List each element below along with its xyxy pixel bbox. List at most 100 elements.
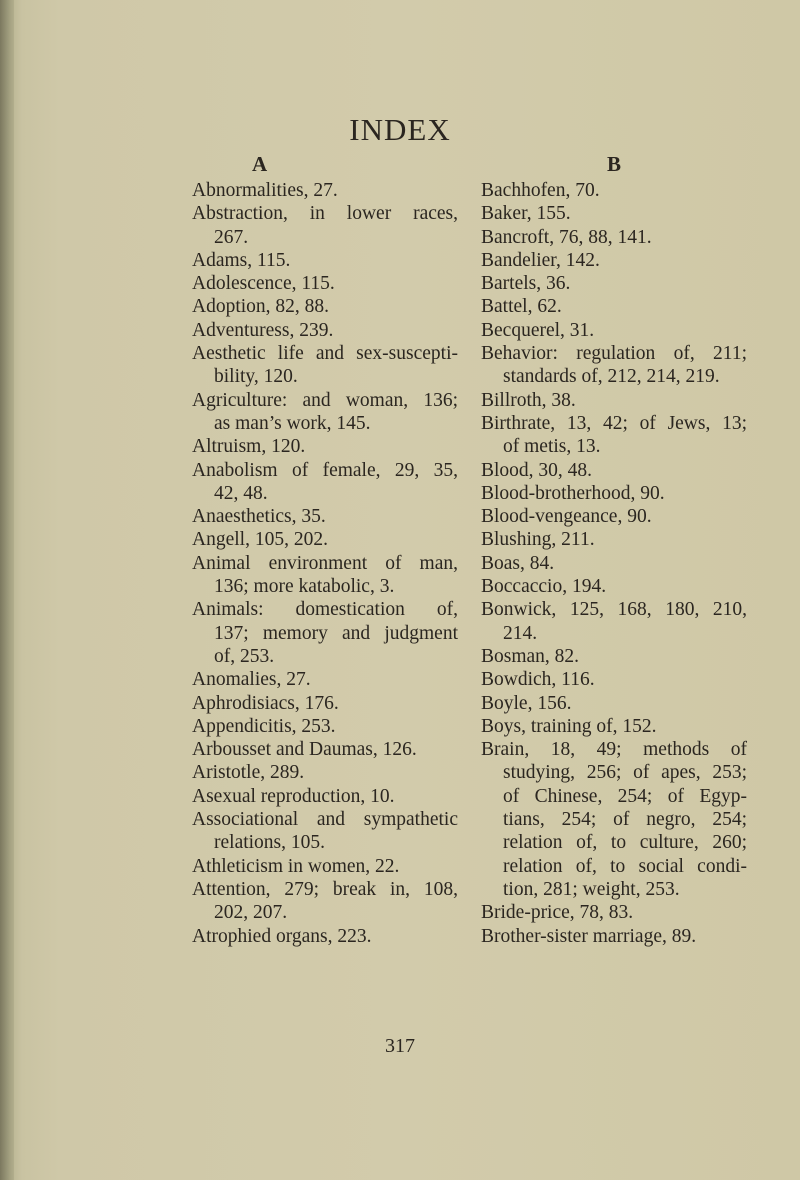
index-entry-line: Billroth, 38. bbox=[481, 389, 576, 411]
index-entry-line: Bachhofen, 70. bbox=[481, 180, 600, 201]
index-entry: Boys, training of, 152. bbox=[481, 715, 747, 738]
index-entry-line: Aphrodisiacs, 176. bbox=[192, 692, 339, 714]
index-entry: Associational and sympathetic relations, … bbox=[192, 808, 458, 855]
index-entry-continuation: tians, 254; of negro, 254; bbox=[503, 809, 747, 831]
index-entry-line: Bride-price, 78, 83. bbox=[481, 902, 634, 924]
index-entry-line: Animals: domestication of, bbox=[192, 599, 458, 621]
index-entry-continuation: studying, 256; of apes, 253; bbox=[503, 762, 747, 784]
index-entry-line: Boccaccio, 194. bbox=[481, 576, 607, 598]
index-entry-line: Appendicitis, 253. bbox=[192, 715, 336, 737]
index-entry-continuation: 136; more katabolic, 3. bbox=[214, 576, 395, 598]
index-entry: Billroth, 38. bbox=[481, 389, 747, 412]
index-entry-line: Associational and sympathetic bbox=[192, 809, 458, 831]
index-entry: Adventuress, 239. bbox=[192, 319, 458, 342]
index-entry-continuation: standards of, 212, 214, 219. bbox=[503, 366, 720, 388]
index-entry: Asexual reproduction, 10. bbox=[192, 785, 458, 808]
index-entry-continuation: 42, 48. bbox=[214, 482, 268, 504]
index-entry-line: Bosman, 82. bbox=[481, 645, 580, 667]
index-entry-line: Abstraction, in lower races, bbox=[192, 203, 458, 225]
index-entry-line: Blood-brotherhood, 90. bbox=[481, 482, 665, 504]
index-entry: Atrophied organs, 223. bbox=[192, 925, 458, 948]
index-entry: Aristotle, 289. bbox=[192, 761, 458, 784]
index-entry-line: Bancroft, 76, 88, 141. bbox=[481, 226, 652, 248]
index-entry: Blushing, 211. bbox=[481, 528, 747, 551]
index-entry: Abstraction, in lower races, 267. bbox=[192, 202, 458, 249]
index-entry-continuation: of, 253. bbox=[214, 645, 275, 667]
index-entry-continuation: bility, 120. bbox=[214, 366, 298, 388]
index-entry: Bartels, 36. bbox=[481, 272, 747, 295]
index-entry-line: Altruism, 120. bbox=[192, 436, 306, 458]
index-entry-line: Bowdich, 116. bbox=[481, 669, 595, 691]
index-entry: Adoption, 82, 88. bbox=[192, 295, 458, 318]
index-entry-line: Angell, 105, 202. bbox=[192, 529, 328, 551]
index-entry: Animal environment of man, 136; more kata… bbox=[192, 552, 458, 599]
index-entry-continuation: 202, 207. bbox=[214, 902, 288, 924]
index-entry-line: Boys, training of, 152. bbox=[481, 715, 657, 737]
index-entry: Aesthetic life and sex-suscepti-bility, … bbox=[192, 342, 458, 389]
index-entry-line: Agriculture: and woman, 136; bbox=[192, 389, 458, 411]
index-entry: Birthrate, 13, 42; of Jews, 13; of metis,… bbox=[481, 412, 747, 459]
index-entry-continuation: 137; memory and judgment bbox=[214, 622, 458, 644]
index-entry-line: Aesthetic life and sex-suscepti- bbox=[192, 343, 458, 365]
index-entry-line: Anabolism of female, 29, 35, bbox=[192, 459, 458, 481]
index-entry-line: Adams, 115. bbox=[192, 249, 291, 271]
index-entry-continuation: 267. bbox=[214, 226, 249, 248]
index-entry: Baker, 155. bbox=[481, 202, 747, 225]
index-entry: Bosman, 82. bbox=[481, 645, 747, 668]
index-entry: Adams, 115. bbox=[192, 249, 458, 272]
index-entry-line: Adventuress, 239. bbox=[192, 319, 334, 341]
index-entry: Brain, 18, 49; methods of studying, 256; … bbox=[481, 738, 747, 901]
index-entry: Anaesthetics, 35. bbox=[192, 505, 458, 528]
index-entry-line: Blood, 30, 48. bbox=[481, 459, 593, 481]
index-entry-line: Bandelier, 142. bbox=[481, 249, 600, 271]
index-entry-line: Boyle, 156. bbox=[481, 692, 572, 714]
index-entry: Abnormalities, 27. bbox=[192, 179, 458, 202]
index-entry-continuation: relation of, to social condi- bbox=[503, 855, 747, 877]
index-entry-line: Boas, 84. bbox=[481, 552, 555, 574]
index-entry: Angell, 105, 202. bbox=[192, 528, 458, 551]
index-entry-line: Behavior: regulation of, 211; bbox=[481, 343, 747, 365]
index-entry: Battel, 62. bbox=[481, 295, 747, 318]
index-entry-line: Arbousset and Daumas, 126. bbox=[192, 739, 417, 761]
section-letter-a: A bbox=[252, 152, 268, 176]
index-entry-line: Animal environment of man, bbox=[192, 552, 458, 574]
index-entry: Athleticism in women, 22. bbox=[192, 855, 458, 878]
index-entry-line: Adoption, 82, 88. bbox=[192, 296, 330, 318]
index-entry: Animals: domestication of, 137; memory an… bbox=[192, 598, 458, 668]
index-entry-line: Abnormalities, 27. bbox=[192, 180, 338, 201]
index-entry: Boccaccio, 194. bbox=[481, 575, 747, 598]
index-entry: Arbousset and Daumas, 126. bbox=[192, 738, 458, 761]
index-entry-line: Birthrate, 13, 42; of Jews, 13; bbox=[481, 412, 747, 434]
index-entry: Attention, 279; break in, 108, 202, 207. bbox=[192, 878, 458, 925]
index-entry: Blood, 30, 48. bbox=[481, 459, 747, 482]
section-letter-b: B bbox=[607, 152, 622, 176]
index-entry: Behavior: regulation of, 211; standards o… bbox=[481, 342, 747, 389]
index-entry: Bancroft, 76, 88, 141. bbox=[481, 226, 747, 249]
index-entry: Aphrodisiacs, 176. bbox=[192, 692, 458, 715]
index-entry: Appendicitis, 253. bbox=[192, 715, 458, 738]
index-entry-line: Aristotle, 289. bbox=[192, 762, 305, 784]
index-entry: Altruism, 120. bbox=[192, 435, 458, 458]
index-entry: Brother-sister marriage, 89. bbox=[481, 925, 747, 948]
index-entry-line: Attention, 279; break in, 108, bbox=[192, 878, 458, 900]
index-entry: Becquerel, 31. bbox=[481, 319, 747, 342]
index-entry-continuation: tion, 281; weight, 253. bbox=[503, 878, 680, 900]
index-entry: Bride-price, 78, 83. bbox=[481, 901, 747, 924]
index-column-b: Bachhofen, 70. Baker, 155. Bancroft, 76, 8… bbox=[481, 179, 747, 948]
index-entry: Blood-brotherhood, 90. bbox=[481, 482, 747, 505]
index-entry-line: Becquerel, 31. bbox=[481, 319, 595, 341]
index-entry-continuation: 214. bbox=[503, 622, 538, 644]
index-entry: Bachhofen, 70. bbox=[481, 179, 747, 202]
index-entry: Boyle, 156. bbox=[481, 692, 747, 715]
page-title: INDEX bbox=[349, 112, 451, 147]
index-entry: Bandelier, 142. bbox=[481, 249, 747, 272]
book-spine-shadow bbox=[0, 0, 14, 1180]
index-entry-line: Brother-sister marriage, 89. bbox=[481, 925, 697, 947]
page-number: 317 bbox=[385, 1035, 415, 1057]
index-entry-line: Athleticism in women, 22. bbox=[192, 855, 400, 877]
index-entry-line: Bonwick, 125, 168, 180, 210, bbox=[481, 599, 747, 621]
index-entry-continuation: relations, 105. bbox=[214, 832, 326, 854]
index-entry: Bowdich, 116. bbox=[481, 668, 747, 691]
index-entry: Boas, 84. bbox=[481, 552, 747, 575]
index-entry-continuation: of Chinese, 254; of Egyp- bbox=[503, 785, 747, 807]
